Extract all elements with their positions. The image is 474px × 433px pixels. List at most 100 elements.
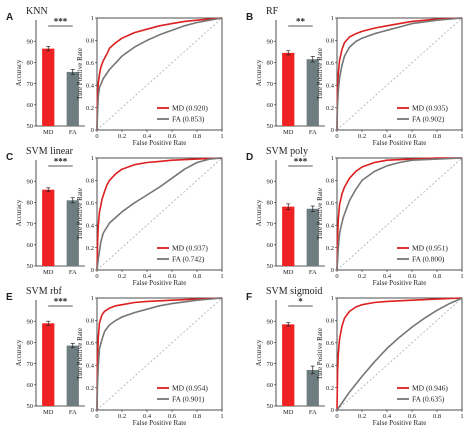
roc-curve-fa (336, 297, 463, 411)
roc-x-tick-label: 1 (460, 413, 463, 420)
panel-c: C SVM linear 50 60 70 80 90 Accuracy MD FA *** 0 0.2… (6, 146, 224, 287)
bar-y-label: Accuracy (15, 59, 23, 86)
roc-x-tick-label: 0.6 (408, 413, 417, 420)
legend-label: FA (0.853) (172, 115, 205, 124)
roc-x-tick-label: 0.2 (358, 133, 366, 140)
roc-y-tick-label: 0 (91, 407, 94, 414)
bar-y-tick-label: 90 (267, 318, 274, 325)
bar-fa (306, 59, 319, 126)
bar-y-tick-label: 80 (27, 200, 34, 207)
panel-b: B RF 50 60 70 80 90 Accuracy MD FA ** 0 0.2 0.4 0.6 0.8… (246, 6, 464, 147)
roc-y-tick-label: 0.2 (86, 385, 94, 392)
bar-y-tick-label: 60 (27, 242, 34, 249)
bar-fa (306, 369, 319, 406)
legend-label: MD (0.920) (172, 104, 208, 113)
panel-letter: B (246, 12, 253, 23)
bar-chart: 50 60 70 80 90 Accuracy MD FA *** (15, 157, 85, 276)
roc-y-tick-label: 0.6 (86, 340, 95, 347)
bar-y-tick-label: 50 (27, 263, 34, 270)
legend-label: MD (0.937) (172, 244, 208, 253)
legend-label: FA (0.902) (412, 115, 445, 124)
roc-curve-md (336, 297, 463, 411)
roc-x-tick-label: 0 (335, 413, 338, 420)
bar-y-tick-label: 70 (27, 221, 34, 228)
roc-x-tick-label: 1 (220, 133, 223, 140)
panel-d: D SVM poly 50 60 70 80 90 Accuracy MD FA *** 0 0.2 0.… (246, 146, 464, 287)
roc-y-tick-label: 0.4 (86, 362, 95, 369)
roc-x-tick-label: 1 (460, 273, 463, 280)
bar-category-label: FA (69, 269, 77, 276)
bar-chart: 50 60 70 80 90 Accuracy MD FA *** (15, 17, 85, 136)
roc-frame (336, 17, 463, 131)
bar-y-tick-label: 60 (267, 102, 274, 109)
bar-category-label: MD (43, 269, 54, 276)
roc-x-tick-label: 0 (335, 133, 338, 140)
roc-y-label: Ture Positive Rate (76, 328, 84, 380)
roc-y-tick-label: 0.8 (326, 318, 334, 325)
panel-letter: F (246, 292, 252, 303)
roc-y-tick-label: 0.2 (326, 245, 334, 252)
bar-md (42, 189, 55, 266)
roc-x-label: False Positive Rate (373, 419, 427, 427)
significance-stars: *** (54, 157, 68, 167)
bar-y-tick-label: 80 (267, 60, 274, 67)
bar-y-tick-label: 90 (27, 178, 34, 185)
roc-y-label: Ture Positive Rate (76, 48, 84, 100)
bar-y-tick-label: 80 (267, 200, 274, 207)
roc-y-tick-label: 1 (91, 295, 94, 302)
roc-chart: 0 0.2 0.4 0.6 0.8 1 0 0.2 0.4 0.6 0.8 1 False Positi… (76, 295, 224, 427)
roc-y-tick-label: 0.8 (86, 38, 94, 45)
legend-label: FA (0.800) (412, 255, 445, 264)
bar-y-tick-label: 50 (27, 123, 34, 130)
panel-title: RF (266, 6, 279, 17)
roc-y-tick-label: 0.4 (86, 82, 95, 89)
roc-y-tick-label: 0 (331, 127, 334, 134)
roc-frame (96, 157, 223, 271)
roc-frame (96, 17, 223, 131)
bar-md (282, 324, 295, 406)
roc-y-tick-label: 1 (331, 155, 334, 162)
bar-md (282, 52, 295, 126)
roc-y-tick-label: 0.4 (326, 222, 335, 229)
bar-category-label: MD (283, 129, 294, 136)
legend-label: FA (0.635) (412, 395, 445, 404)
bar-category-label: FA (309, 129, 317, 136)
roc-y-tick-label: 0.4 (326, 82, 335, 89)
roc-y-tick-label: 0.8 (86, 318, 94, 325)
roc-curve-md (336, 157, 462, 271)
roc-curve-md (96, 157, 223, 271)
roc-y-tick-label: 0.2 (326, 105, 334, 112)
roc-x-tick-label: 0.8 (193, 413, 201, 420)
roc-x-tick-label: 0.8 (433, 133, 441, 140)
roc-curve-fa (336, 157, 463, 271)
panel-letter: A (6, 12, 13, 23)
legend-label: MD (0.954) (172, 384, 208, 393)
roc-curve-fa (96, 157, 223, 271)
bar-y-tick-label: 60 (267, 382, 274, 389)
panel-e: E SVM rbf 50 60 70 80 90 Accuracy MD FA *** 0 0.2 0.4… (6, 286, 224, 427)
chance-line (336, 157, 463, 271)
bar-y-tick-label: 90 (267, 178, 274, 185)
bar-y-tick-label: 60 (27, 102, 34, 109)
roc-y-tick-label: 0.6 (326, 200, 335, 207)
bar-category-label: FA (309, 269, 317, 276)
roc-curve-md (96, 17, 223, 131)
roc-y-tick-label: 1 (91, 155, 94, 162)
bar-y-tick-label: 90 (27, 318, 34, 325)
bar-fa (66, 345, 79, 406)
roc-x-tick-label: 0.4 (383, 133, 392, 140)
roc-x-tick-label: 0 (335, 273, 338, 280)
roc-chart: 0 0.2 0.4 0.6 0.8 1 0 0.2 0.4 0.6 0.8 1 False Positi… (316, 155, 464, 287)
panel-title: KNN (26, 6, 48, 17)
roc-y-tick-label: 0.2 (86, 245, 94, 252)
roc-y-tick-label: 0.4 (326, 362, 335, 369)
roc-x-label: False Positive Rate (133, 139, 187, 147)
roc-y-tick-label: 0.6 (86, 60, 95, 67)
roc-y-tick-label: 0 (331, 407, 334, 414)
roc-y-label: Ture Positive Rate (316, 328, 324, 380)
panel-letter: C (6, 152, 13, 163)
bar-y-tick-label: 70 (267, 361, 274, 368)
panel-title: SVM linear (26, 146, 74, 157)
bar-y-tick-label: 70 (267, 221, 274, 228)
roc-x-tick-label: 0.2 (118, 133, 126, 140)
